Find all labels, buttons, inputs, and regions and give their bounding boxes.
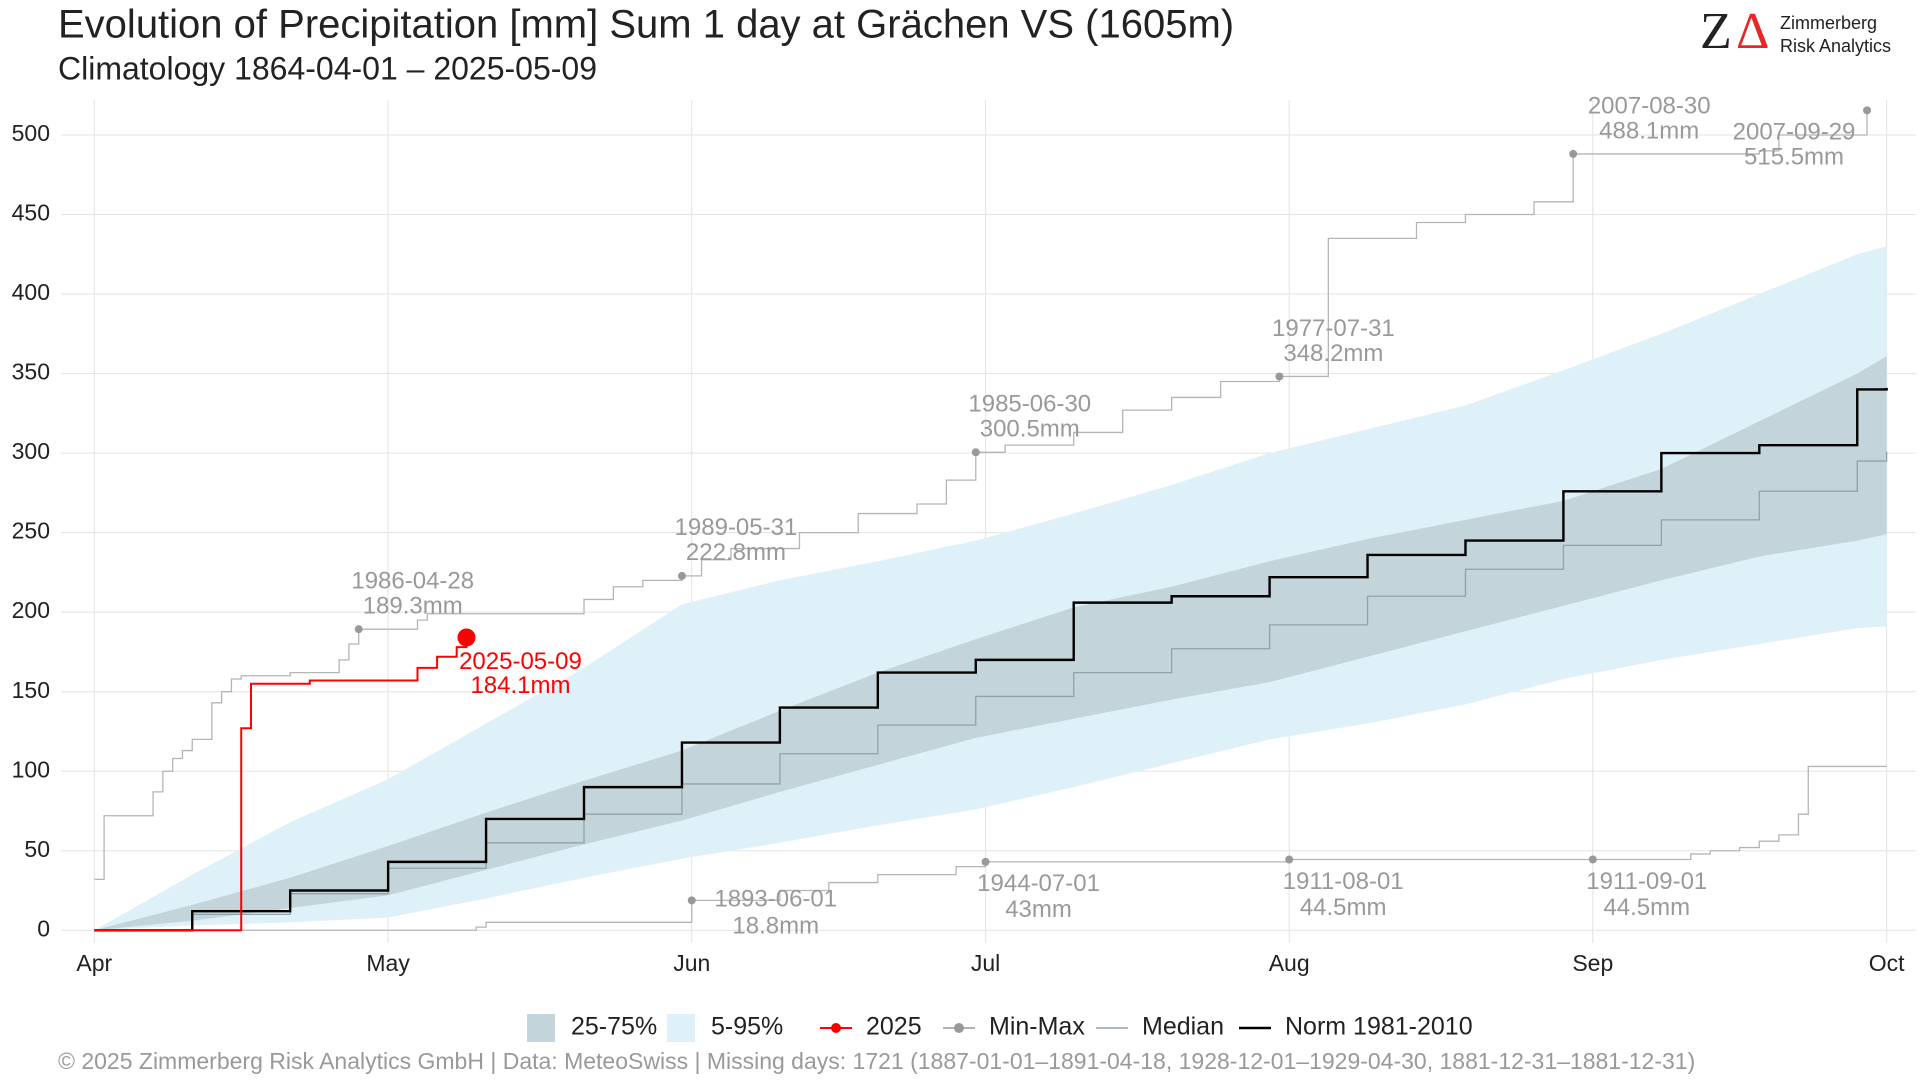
legend-label: 5-95% <box>711 1013 783 1041</box>
annotation-date: 2007-08-30 <box>1588 92 1711 119</box>
x-tick-label: Jul <box>971 950 1000 976</box>
annotation-date: 1986-04-28 <box>351 568 474 595</box>
annotation-point <box>354 625 363 634</box>
band-area <box>94 356 1887 931</box>
legend-label: Median <box>1142 1013 1224 1041</box>
annotation-value: 44.5mm <box>1603 894 1690 921</box>
y-tick-label: 250 <box>12 518 50 544</box>
annotation-point <box>971 448 980 457</box>
y-tick-label: 200 <box>12 597 50 623</box>
norm-line <box>94 387 1888 932</box>
annotation-value: 184.1mm <box>470 672 570 699</box>
legend-label: 2025 <box>866 1013 922 1041</box>
annotation-point <box>687 896 696 905</box>
annotation-point <box>1588 855 1597 864</box>
annotation-point <box>1285 855 1294 864</box>
annotation-point <box>457 628 476 647</box>
band-area <box>94 246 1887 931</box>
y-tick-label: 100 <box>12 756 50 782</box>
x-tick-label: Sep <box>1572 950 1613 976</box>
legend-dot <box>831 1023 841 1033</box>
y-tick-label: 400 <box>12 279 50 305</box>
y-tick-label: 0 <box>37 915 50 941</box>
logo-line1: Zimmerberg <box>1780 13 1877 33</box>
annotation-date: 1911-09-01 <box>1586 868 1707 895</box>
median-line <box>94 451 1888 931</box>
annotation-date: 1911-08-01 <box>1283 868 1404 895</box>
series-line <box>94 637 468 932</box>
annotation-date: 1893-06-01 <box>714 886 837 913</box>
logo-z: Z <box>1700 3 1732 60</box>
x-tick-label: Apr <box>76 950 112 976</box>
legend-label: 25-75% <box>571 1013 657 1041</box>
annotation-date: 1977-07-31 <box>1272 315 1395 342</box>
y-tick-label: 150 <box>12 677 50 703</box>
x-tick-label: Aug <box>1269 950 1310 976</box>
annotation-point <box>1863 106 1872 115</box>
annotation-value: 488.1mm <box>1599 117 1699 144</box>
annotation-date: 2025-05-09 <box>459 648 582 675</box>
annotation-point <box>1275 372 1284 381</box>
annotation-date: 1944-07-01 <box>977 870 1100 897</box>
annotation-point <box>981 857 990 866</box>
legend-dot <box>954 1023 964 1033</box>
annotation-value: 189.3mm <box>363 593 463 620</box>
footer: © 2025 Zimmerberg Risk Analytics GmbH | … <box>58 1048 1695 1074</box>
legend-label: Norm 1981-2010 <box>1285 1013 1473 1041</box>
y-tick-label: 300 <box>12 438 50 464</box>
legend-swatch <box>667 1014 695 1042</box>
max-line <box>94 110 1868 881</box>
chart-subtitle: Climatology 1864-04-01 – 2025-05-09 <box>58 50 597 86</box>
legend-swatch <box>527 1014 555 1042</box>
annotation-value: 43mm <box>1005 896 1072 923</box>
logo-delta: Δ <box>1736 3 1769 60</box>
annotation-point <box>677 571 686 580</box>
annotation-date: 2007-09-29 <box>1733 119 1856 146</box>
y-tick-label: 50 <box>24 836 50 862</box>
annotation-value: 44.5mm <box>1300 894 1387 921</box>
annotation-point <box>1569 149 1578 158</box>
annotation-date: 1989-05-31 <box>675 514 798 541</box>
legend-label: Min-Max <box>989 1013 1085 1041</box>
logo-line2: Risk Analytics <box>1780 36 1891 56</box>
x-tick-label: Jun <box>673 950 710 976</box>
x-tick-label: May <box>366 950 410 976</box>
annotation-value: 222.8mm <box>686 539 786 566</box>
chart-title: Evolution of Precipitation [mm] Sum 1 da… <box>58 3 1234 47</box>
annotation-value: 348.2mm <box>1283 340 1383 367</box>
min-line <box>94 765 1887 931</box>
x-tick-label: Oct <box>1869 950 1905 976</box>
y-tick-label: 350 <box>12 359 50 385</box>
y-tick-label: 500 <box>12 120 50 146</box>
annotation-value: 18.8mm <box>732 913 819 940</box>
annotation-value: 300.5mm <box>980 416 1080 443</box>
annotation-date: 1985-06-30 <box>968 391 1091 418</box>
annotation-value: 515.5mm <box>1744 144 1844 171</box>
y-tick-label: 450 <box>12 200 50 226</box>
